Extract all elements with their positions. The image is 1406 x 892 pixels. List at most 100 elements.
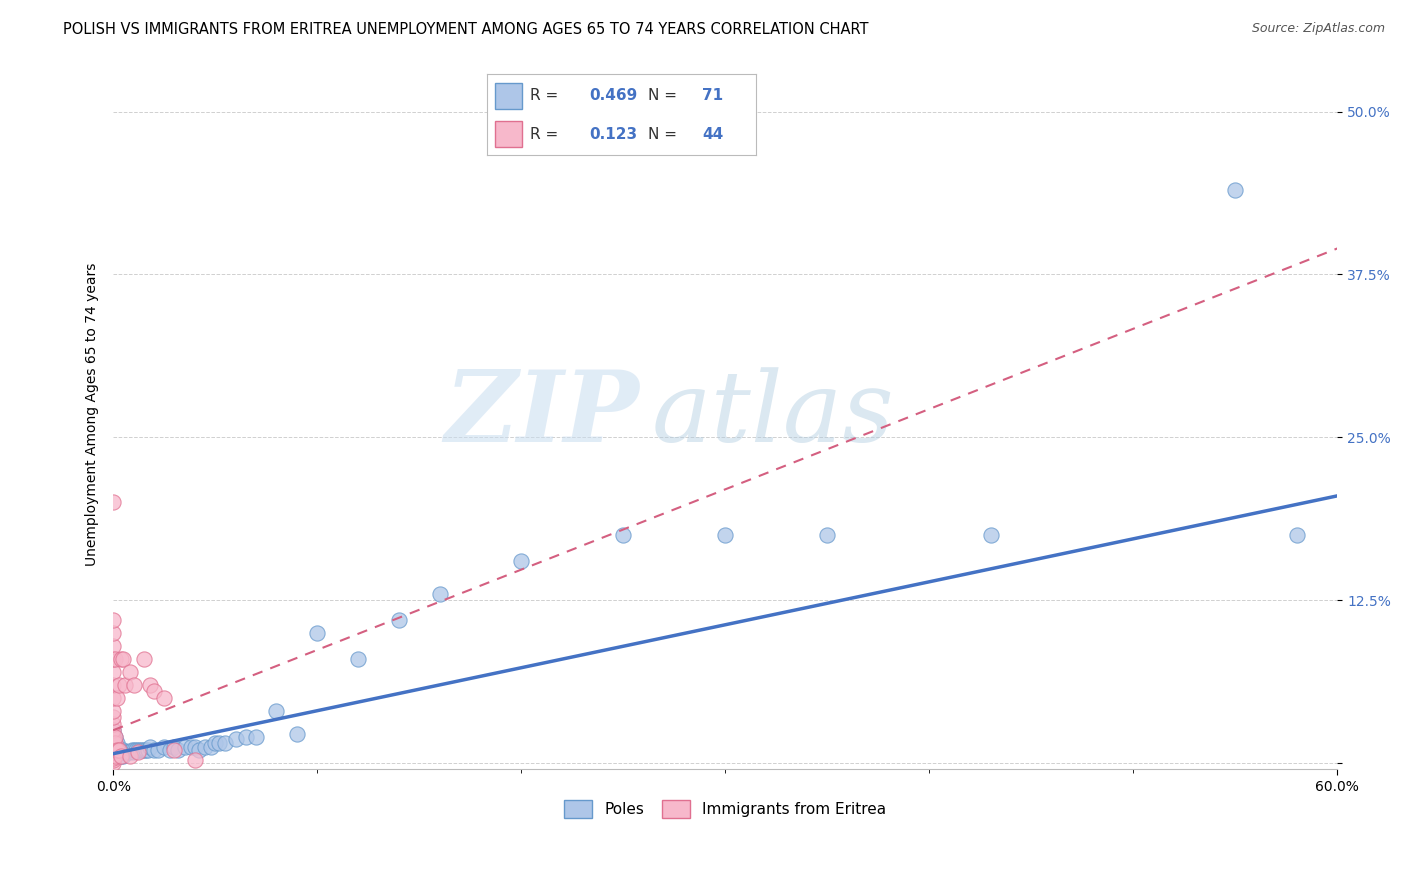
Point (103, 745, 125, 759)
Point (153, 690, 176, 705)
Point (118, 665, 141, 679)
Point (187, 743, 209, 757)
Point (103, 750, 125, 764)
Point (204, 736, 226, 750)
Point (146, 743, 169, 757)
Point (429, 586, 451, 600)
Point (128, 743, 150, 757)
Point (103, 710, 125, 724)
Point (103, 723, 125, 738)
Point (103, 716, 125, 731)
Text: Source: ZipAtlas.com: Source: ZipAtlas.com (1251, 22, 1385, 36)
Point (245, 730, 267, 744)
Point (163, 740, 186, 755)
Point (815, 528, 838, 542)
Point (103, 756, 125, 770)
Point (103, 753, 125, 767)
Point (104, 743, 127, 757)
Point (118, 749, 141, 764)
Text: ZIP: ZIP (444, 367, 640, 463)
Point (980, 528, 1002, 542)
Point (105, 749, 128, 764)
Point (103, 749, 125, 764)
Point (104, 749, 127, 764)
Point (132, 743, 155, 757)
Point (143, 684, 166, 698)
Point (103, 736, 125, 750)
Point (173, 740, 195, 755)
Point (104, 736, 127, 750)
Point (112, 651, 135, 665)
Point (163, 743, 186, 757)
Point (110, 749, 132, 764)
Point (103, 747, 125, 762)
Point (235, 730, 257, 744)
Point (266, 704, 288, 718)
Point (112, 743, 135, 757)
Point (1225, 183, 1247, 197)
Point (139, 740, 162, 755)
Point (103, 665, 125, 679)
Point (127, 745, 149, 759)
Y-axis label: Unemployment Among Ages 65 to 74 years: Unemployment Among Ages 65 to 74 years (86, 263, 100, 566)
Point (117, 745, 139, 759)
Point (108, 745, 131, 759)
Point (122, 743, 145, 757)
Point (103, 745, 125, 759)
Point (103, 740, 125, 755)
Point (104, 730, 127, 744)
Point (114, 745, 136, 759)
Point (103, 690, 125, 705)
Point (122, 678, 145, 692)
Point (105, 745, 128, 759)
Text: atlas: atlas (652, 367, 894, 462)
Point (159, 743, 181, 757)
Point (122, 745, 145, 759)
Point (103, 732, 125, 747)
Point (200, 740, 222, 755)
Point (118, 745, 141, 759)
Point (108, 749, 131, 764)
Point (103, 495, 125, 509)
Point (103, 743, 125, 757)
Point (105, 743, 128, 757)
Point (143, 743, 166, 757)
Point (388, 613, 411, 627)
Legend: Poles, Immigrants from Eritrea: Poles, Immigrants from Eritrea (557, 793, 894, 825)
Point (103, 736, 125, 750)
Point (184, 740, 207, 755)
Point (110, 745, 132, 759)
Point (132, 651, 155, 665)
Point (180, 740, 202, 755)
Point (105, 743, 128, 757)
Point (124, 743, 146, 757)
Point (103, 732, 125, 747)
Point (103, 740, 125, 755)
Point (612, 528, 634, 542)
Point (108, 743, 131, 757)
Point (121, 743, 143, 757)
Point (103, 730, 125, 744)
Point (103, 639, 125, 653)
Point (347, 651, 370, 665)
Point (127, 743, 149, 757)
Point (1285, 528, 1308, 542)
Point (103, 723, 125, 738)
Point (105, 736, 128, 750)
Point (104, 730, 127, 744)
Point (105, 690, 128, 705)
Point (110, 651, 132, 665)
Point (167, 743, 190, 757)
Point (104, 736, 127, 750)
Point (103, 678, 125, 692)
Text: POLISH VS IMMIGRANTS FROM ERITREA UNEMPLOYMENT AMONG AGES 65 TO 74 YEARS CORRELA: POLISH VS IMMIGRANTS FROM ERITREA UNEMPL… (63, 22, 869, 37)
Point (208, 736, 231, 750)
Point (112, 749, 135, 764)
Point (714, 528, 737, 542)
Point (135, 743, 157, 757)
Point (103, 625, 125, 640)
Point (103, 613, 125, 627)
Point (110, 743, 132, 757)
Point (110, 749, 132, 764)
Point (114, 678, 136, 692)
